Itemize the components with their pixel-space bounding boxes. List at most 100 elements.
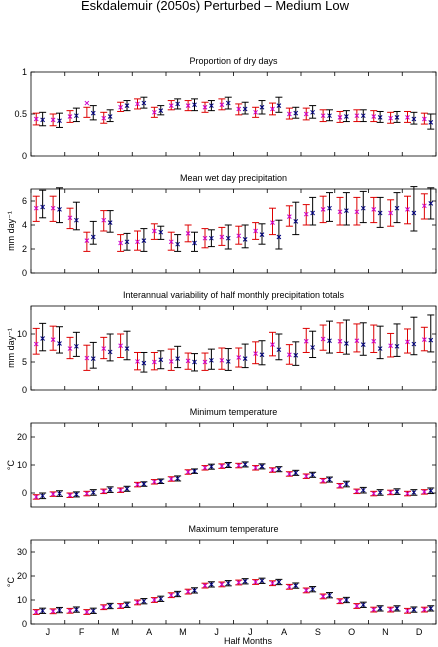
data-point bbox=[192, 240, 197, 246]
data-point bbox=[67, 215, 73, 221]
data-point bbox=[152, 109, 157, 115]
x-tick-label: M bbox=[112, 627, 120, 637]
x-tick-label: J bbox=[214, 627, 219, 637]
data-point bbox=[428, 606, 434, 611]
data-point bbox=[253, 579, 258, 585]
data-point bbox=[101, 115, 107, 121]
data-point bbox=[293, 110, 299, 116]
data-point bbox=[337, 598, 343, 604]
data-point bbox=[67, 346, 73, 351]
y-tick-label: 0 bbox=[22, 385, 27, 395]
data-point bbox=[141, 481, 147, 487]
data-point bbox=[371, 338, 377, 344]
x-tick-label: N bbox=[382, 627, 389, 637]
data-point bbox=[422, 203, 427, 209]
data-point bbox=[202, 465, 208, 471]
series-red bbox=[32, 462, 428, 500]
axes-frame bbox=[30, 305, 437, 391]
data-point bbox=[428, 201, 434, 206]
data-point bbox=[354, 209, 360, 215]
panel-4: Minimum temperature 0 10 20 °C bbox=[6, 407, 437, 508]
y-tick-label: 20 bbox=[17, 432, 27, 442]
data-point bbox=[40, 493, 45, 499]
data-point bbox=[377, 210, 383, 216]
y-tick-label: 0 bbox=[22, 488, 27, 498]
panel-title: Maximum temperature bbox=[188, 524, 278, 534]
data-point bbox=[310, 472, 315, 478]
data-point bbox=[107, 220, 113, 225]
data-point bbox=[371, 607, 377, 612]
data-point bbox=[303, 211, 309, 217]
data-point bbox=[192, 468, 197, 474]
data-point bbox=[259, 232, 265, 237]
data-point bbox=[428, 488, 434, 494]
data-point bbox=[344, 114, 349, 119]
data-point bbox=[90, 490, 96, 495]
data-point bbox=[202, 359, 208, 365]
panel-3: Interannual variability of half monthly … bbox=[6, 290, 437, 395]
data-point bbox=[270, 342, 275, 347]
data-point bbox=[287, 471, 292, 477]
data-point bbox=[320, 113, 326, 119]
data-point bbox=[236, 233, 242, 239]
y-tick-label: 10 bbox=[17, 460, 27, 470]
data-point bbox=[124, 346, 130, 351]
data-point bbox=[175, 101, 180, 107]
data-point bbox=[118, 104, 123, 110]
data-point bbox=[158, 108, 164, 113]
data-point bbox=[57, 491, 62, 496]
data-point bbox=[259, 104, 265, 110]
data-point bbox=[57, 118, 62, 124]
data-point bbox=[293, 470, 299, 476]
data-point bbox=[377, 606, 383, 611]
data-point bbox=[411, 607, 417, 612]
panel-title: Proportion of dry days bbox=[189, 56, 278, 66]
x-axis-label: Half Months bbox=[224, 636, 273, 646]
data-point bbox=[40, 608, 45, 614]
data-point bbox=[219, 357, 225, 363]
data-point bbox=[152, 597, 157, 603]
data-point bbox=[118, 240, 123, 246]
y-axis-label: mm day⁻¹ bbox=[6, 211, 16, 251]
data-point bbox=[50, 205, 56, 211]
data-point bbox=[101, 346, 107, 351]
data-point bbox=[101, 488, 107, 494]
data-point bbox=[50, 608, 56, 614]
data-point bbox=[327, 338, 332, 344]
data-point bbox=[74, 492, 79, 497]
data-point bbox=[388, 607, 393, 612]
data-point bbox=[192, 588, 197, 593]
data-point bbox=[337, 115, 343, 120]
data-point bbox=[360, 487, 366, 493]
data-point bbox=[209, 103, 214, 108]
data-point bbox=[124, 239, 130, 245]
data-point bbox=[388, 343, 393, 349]
data-point bbox=[394, 489, 400, 494]
x-tick-label: D bbox=[416, 627, 423, 637]
data-point bbox=[270, 467, 275, 473]
data-point bbox=[236, 580, 242, 585]
data-point bbox=[411, 116, 417, 122]
panel-title: Mean wet day precipitation bbox=[180, 173, 287, 183]
data-point bbox=[74, 607, 79, 612]
data-point bbox=[276, 579, 282, 585]
data-point bbox=[394, 205, 400, 211]
data-point bbox=[344, 481, 349, 487]
data-point bbox=[405, 207, 410, 212]
data-point bbox=[320, 478, 326, 484]
data-point bbox=[405, 339, 410, 345]
x-tick-label: M bbox=[179, 627, 187, 637]
data-point bbox=[287, 214, 292, 219]
data-point bbox=[253, 228, 258, 234]
data-point bbox=[394, 343, 400, 349]
axes-frame bbox=[30, 188, 437, 274]
data-point bbox=[327, 205, 332, 211]
x-tick-label: S bbox=[315, 627, 321, 637]
data-point bbox=[388, 490, 393, 495]
x-tick-label: A bbox=[146, 627, 152, 637]
data-point bbox=[135, 101, 140, 107]
data-point bbox=[40, 204, 45, 210]
data-point bbox=[354, 488, 360, 494]
data-point bbox=[360, 205, 366, 211]
data-point bbox=[225, 462, 231, 468]
